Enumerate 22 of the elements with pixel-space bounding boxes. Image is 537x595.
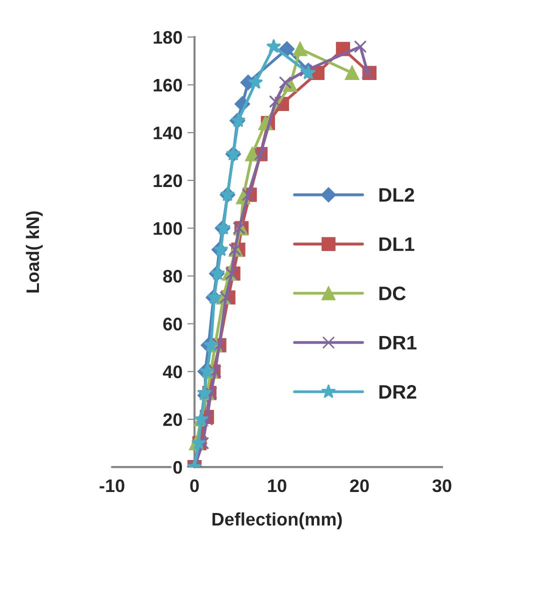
y-tick-label: 100 xyxy=(154,222,182,235)
x-tick-label: 10 xyxy=(268,479,286,492)
legend-label: DR1 xyxy=(379,336,416,350)
x-tick-label: 0 xyxy=(190,479,199,492)
y-tick-label: 140 xyxy=(154,126,182,140)
y-tick-label: 60 xyxy=(163,318,182,330)
x-tick-label: -10 xyxy=(100,479,124,492)
y-tick-label: 180 xyxy=(154,31,182,44)
x-axis-title: Deflection(mm) xyxy=(212,512,342,530)
y-axis-title: Load( kN) xyxy=(26,211,43,292)
x-tick-label: 20 xyxy=(350,479,369,492)
y-tick-label: 80 xyxy=(163,270,182,283)
y-tick-label: 40 xyxy=(162,365,182,378)
legend-label: DL1 xyxy=(379,237,414,251)
legend-label: DC xyxy=(379,286,406,300)
y-tick-label: 120 xyxy=(154,174,182,188)
legend-label: DL2 xyxy=(379,188,414,202)
y-tick-label: 160 xyxy=(154,78,182,92)
legend-label: DR2 xyxy=(379,384,416,399)
y-tick-label: 0 xyxy=(173,461,182,474)
y-tick-label: 20 xyxy=(163,413,182,426)
x-tick-label: 30 xyxy=(432,479,452,492)
